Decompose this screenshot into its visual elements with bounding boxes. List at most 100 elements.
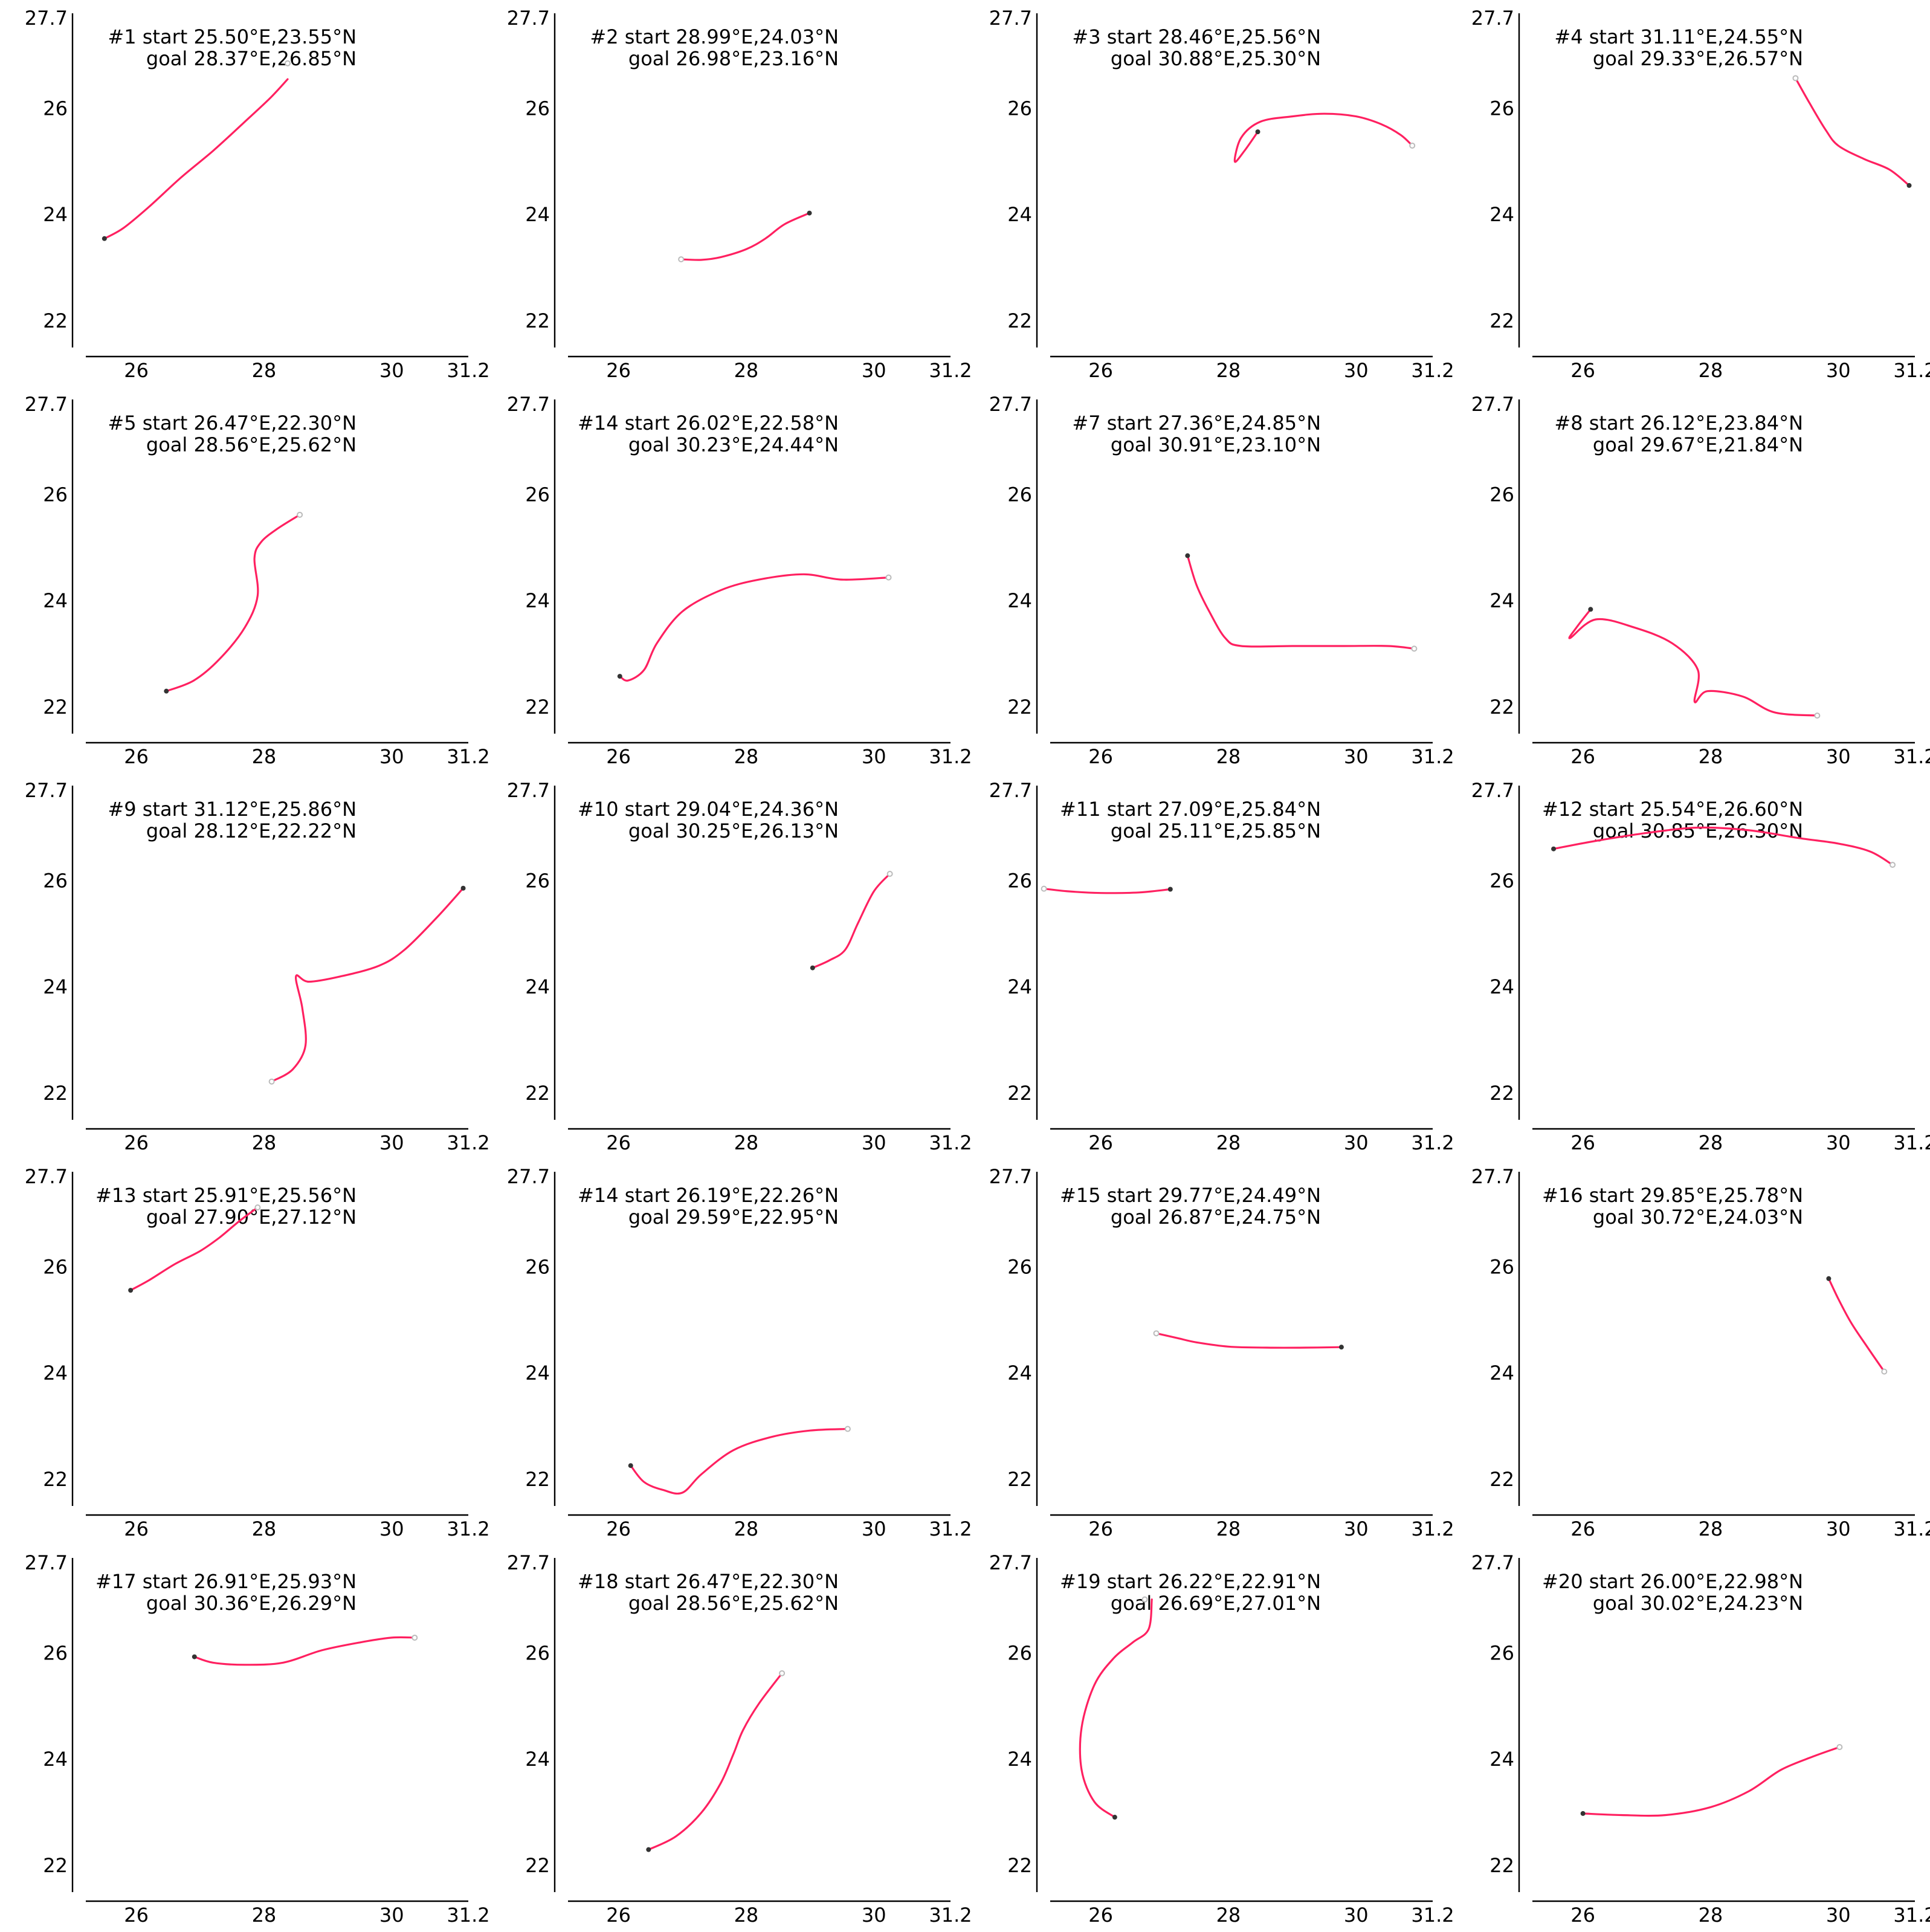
subplot-svg: 27.7 26 24 22 26 28 30 31.2 #11 start 27.09°E,25…	[989, 779, 1454, 1154]
x-tick-label: 28	[734, 359, 759, 382]
x-tick-label: 30	[379, 1131, 404, 1154]
subplot-title-start: #14 start 26.19°E,22.26°N	[578, 1184, 839, 1207]
y-tick-label: 24	[43, 589, 68, 612]
start-marker	[1580, 1811, 1586, 1816]
subplot-title-goal: goal 30.36°E,26.29°N	[146, 1592, 357, 1615]
start-marker	[628, 1463, 633, 1468]
y-tick-label: 27.7	[507, 7, 550, 30]
x-tick-label: 30	[1344, 1517, 1369, 1540]
trajectory-subplot: 27.7 26 24 22 26 28 30 31.2 #16 start 29.85°E,25…	[1447, 1158, 1930, 1545]
trajectory-line	[647, 1672, 783, 1851]
trajectory-subplot: 27.7 26 24 22 26 28 30 31.2 #5 start 26.47°E,22.…	[0, 386, 490, 772]
y-tick-label: 26	[43, 483, 68, 506]
x-tick-label: 30	[862, 1517, 886, 1540]
subplot-title-goal: goal 26.87°E,24.75°N	[1111, 1206, 1321, 1229]
subplot-title-goal: goal 28.56°E,25.62°N	[146, 433, 357, 456]
goal-marker	[1881, 1368, 1888, 1375]
subplot-title-goal: goal 28.56°E,25.62°N	[628, 1592, 839, 1615]
subplot-svg: 27.7 26 24 22 26 28 30 31.2 #4 start 31.11°E,24.…	[1471, 7, 1930, 382]
x-tick-label: 30	[1826, 1904, 1851, 1927]
x-tick-label: 30	[862, 1904, 886, 1927]
goal-marker	[1814, 712, 1821, 719]
subplot-title-start: #16 start 29.85°E,25.78°N	[1542, 1184, 1803, 1207]
goal-marker	[1792, 75, 1799, 82]
goal-marker	[844, 1426, 851, 1432]
trajectory-line	[1155, 1332, 1343, 1349]
subplot-title-start: #8 start 26.12°E,23.84°N	[1554, 412, 1803, 435]
y-tick-label: 26	[525, 1641, 550, 1664]
subplot-svg: 27.7 26 24 22 26 28 30 31.2 #7 start 27.36°E,24.…	[989, 393, 1454, 768]
subplot-svg: 27.7 26 24 22 26 28 30 31.2 #16 start 29.85°E,25…	[1471, 1165, 1930, 1540]
goal-marker	[779, 1670, 786, 1676]
y-tick-label: 26	[1007, 1255, 1032, 1278]
subplot-title-start: #17 start 26.91°E,25.93°N	[95, 1570, 357, 1593]
subplot-svg: 27.7 26 24 22 26 28 30 31.2 #19 start 26.22°E,22…	[989, 1551, 1454, 1927]
y-tick-label: 26	[525, 97, 550, 120]
trajectory-subplot: 27.7 26 24 22 26 28 30 31.2 #10 start 29.04°E,24…	[482, 772, 972, 1158]
y-tick-label: 27.7	[1471, 393, 1514, 416]
start-marker	[1338, 1345, 1344, 1350]
start-marker	[192, 1654, 197, 1659]
x-tick-label: 28	[1216, 1131, 1241, 1154]
subplot-title-goal: goal 30.91°E,23.10°N	[1111, 433, 1321, 456]
y-tick-label: 24	[525, 203, 550, 226]
x-tick-label: 28	[252, 745, 277, 768]
goal-marker	[254, 1204, 261, 1210]
x-tick-label: 26	[124, 1517, 149, 1540]
x-tick-label: 30	[1344, 1904, 1369, 1927]
x-tick-label: 31.2	[1893, 1131, 1930, 1154]
y-tick-label: 27.7	[989, 1165, 1032, 1188]
y-tick-label: 24	[43, 975, 68, 998]
trajectory-line	[1186, 554, 1415, 650]
start-marker	[1588, 607, 1593, 612]
y-tick-label: 24	[1489, 1362, 1514, 1384]
y-tick-label: 24	[1489, 589, 1514, 612]
x-tick-label: 26	[1088, 1131, 1113, 1154]
trajectory-subplot: 27.7 26 24 22 26 28 30 31.2 #12 start 25.54°E,26…	[1447, 772, 1930, 1158]
y-tick-label: 24	[525, 975, 550, 998]
subplot-title-goal: goal 30.25°E,26.13°N	[628, 819, 839, 842]
y-tick-label: 24	[525, 1748, 550, 1771]
y-tick-label: 26	[525, 1255, 550, 1278]
subplot-title-goal: goal 30.02°E,24.23°N	[1593, 1592, 1803, 1615]
start-marker	[807, 210, 812, 216]
y-tick-label: 22	[1489, 1082, 1514, 1105]
trajectory-line	[165, 514, 301, 693]
trajectory-subplot: 27.7 26 24 22 26 28 30 31.2 #1 start 25.50°E,23.…	[0, 0, 490, 386]
x-tick-label: 31.2	[1893, 359, 1930, 382]
y-tick-label: 24	[43, 1748, 68, 1771]
start-marker	[128, 1288, 134, 1293]
x-tick-label: 31.2	[1411, 1517, 1454, 1540]
x-tick-label: 30	[1344, 1131, 1369, 1154]
subplot-title-start: #10 start 29.04°E,24.36°N	[578, 798, 839, 821]
x-tick-label: 28	[734, 1131, 759, 1154]
subplot-svg: 27.7 26 24 22 26 28 30 31.2 #13 start 25.91°E,25…	[25, 1165, 490, 1540]
subplot-title-goal: goal 29.59°E,22.95°N	[628, 1206, 839, 1229]
y-tick-label: 27.7	[507, 779, 550, 802]
subplot-svg: 27.7 26 24 22 26 28 30 31.2 #10 start 29.04°E,24…	[507, 779, 972, 1154]
y-tick-label: 27.7	[989, 779, 1032, 802]
trajectory-line	[1079, 1598, 1153, 1818]
x-tick-label: 30	[1826, 1517, 1851, 1540]
subplot-title-start: #19 start 26.22°E,22.91°N	[1060, 1570, 1321, 1593]
x-tick-label: 31.2	[929, 745, 972, 768]
trajectory-subplot: 27.7 26 24 22 26 28 30 31.2 #7 start 27.36°E,24.…	[964, 386, 1454, 772]
subplot-title-start: #14 start 26.02°E,22.58°N	[578, 412, 839, 435]
subplot-title-goal: goal 29.33°E,26.57°N	[1593, 47, 1803, 70]
start-marker	[1167, 887, 1173, 892]
y-tick-label: 22	[525, 696, 550, 719]
y-tick-label: 27.7	[25, 1551, 68, 1574]
subplot-title-start: #13 start 25.91°E,25.56°N	[95, 1184, 357, 1207]
x-tick-label: 28	[734, 745, 759, 768]
trajectory-line	[103, 78, 289, 240]
subplot-title-start: #7 start 27.36°E,24.85°N	[1072, 412, 1321, 435]
y-tick-label: 22	[1489, 1468, 1514, 1491]
y-tick-label: 22	[1489, 1854, 1514, 1877]
trajectory-subplot: 27.7 26 24 22 26 28 30 31.2 #17 start 26.91°E,25…	[0, 1545, 490, 1931]
trajectory-line	[1233, 112, 1413, 163]
y-tick-label: 27.7	[25, 393, 68, 416]
trajectory-line	[1043, 888, 1172, 894]
x-tick-label: 30	[1826, 1131, 1851, 1154]
y-tick-label: 24	[43, 1362, 68, 1384]
